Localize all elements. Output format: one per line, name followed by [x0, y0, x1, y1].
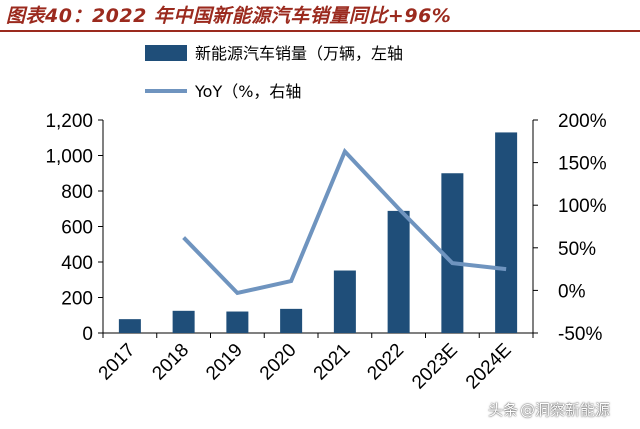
bar-2021	[333, 270, 356, 333]
right-y-tick-label: 100%	[558, 196, 607, 217]
left-y-tick-label: 1,200	[45, 111, 93, 132]
axes: 0 200 400 600 800 1,000 1,200 -50% 0% 50% 100% 150%…	[45, 111, 606, 345]
right-y-tick-label: 200%	[558, 111, 607, 132]
watermark-platform: 头条	[488, 400, 519, 419]
x-tick-label: 2024E	[462, 340, 516, 394]
bar-2022	[387, 210, 410, 333]
bar-2023E	[441, 173, 464, 333]
bar-2017	[118, 319, 141, 333]
legend: 新能源汽车销量（万辆，左轴 YoY（%，右轴	[145, 44, 403, 101]
chart-title-bar: 图表40：2022 年中国新能源汽车销量同比+96%	[0, 0, 640, 28]
x-tick-label: 2019	[202, 340, 247, 385]
bar-2020	[280, 308, 303, 333]
x-axis-labels: 2017 2018 2019 2020 2021 2022 2023E 2024E	[95, 340, 516, 394]
legend-bar-swatch	[145, 45, 187, 61]
x-tick-label: 2023E	[408, 340, 462, 394]
x-tick-label: 2018	[148, 340, 193, 385]
legend-bar-label: 新能源汽车销量（万辆，左轴	[195, 44, 403, 63]
left-y-tick-label: 200	[61, 289, 93, 310]
chart-title: 图表40：2022 年中国新能源汽车销量同比+96%	[6, 4, 452, 27]
line-series	[182, 147, 507, 296]
title-underline	[0, 30, 640, 32]
right-y-tick-label: 50%	[558, 239, 596, 260]
x-tick-label: 2017	[95, 340, 140, 385]
right-y-tick-label: -50%	[558, 324, 602, 345]
right-y-tick-label: 150%	[558, 154, 607, 175]
x-tick-label: 2021	[310, 340, 355, 385]
right-y-tick-label: 0%	[558, 281, 586, 302]
bar-2024E	[495, 132, 518, 333]
left-y-tick-label: 400	[61, 253, 93, 274]
left-y-tick-label: 0	[82, 324, 93, 345]
left-y-tick-label: 1,000	[45, 147, 93, 168]
left-y-tick-label: 800	[61, 182, 93, 203]
x-tick-label: 2020	[256, 340, 301, 385]
x-tick-label: 2022	[363, 340, 408, 385]
watermark: 头条 @洞察新能源	[488, 396, 610, 422]
bar-series	[118, 132, 518, 333]
legend-line-label: YoY（%，右轴	[194, 82, 301, 101]
watermark-account: @洞察新能源	[520, 400, 611, 419]
left-y-tick-label: 600	[61, 218, 93, 239]
bar-2018	[172, 310, 195, 333]
bar-2019	[226, 311, 249, 333]
